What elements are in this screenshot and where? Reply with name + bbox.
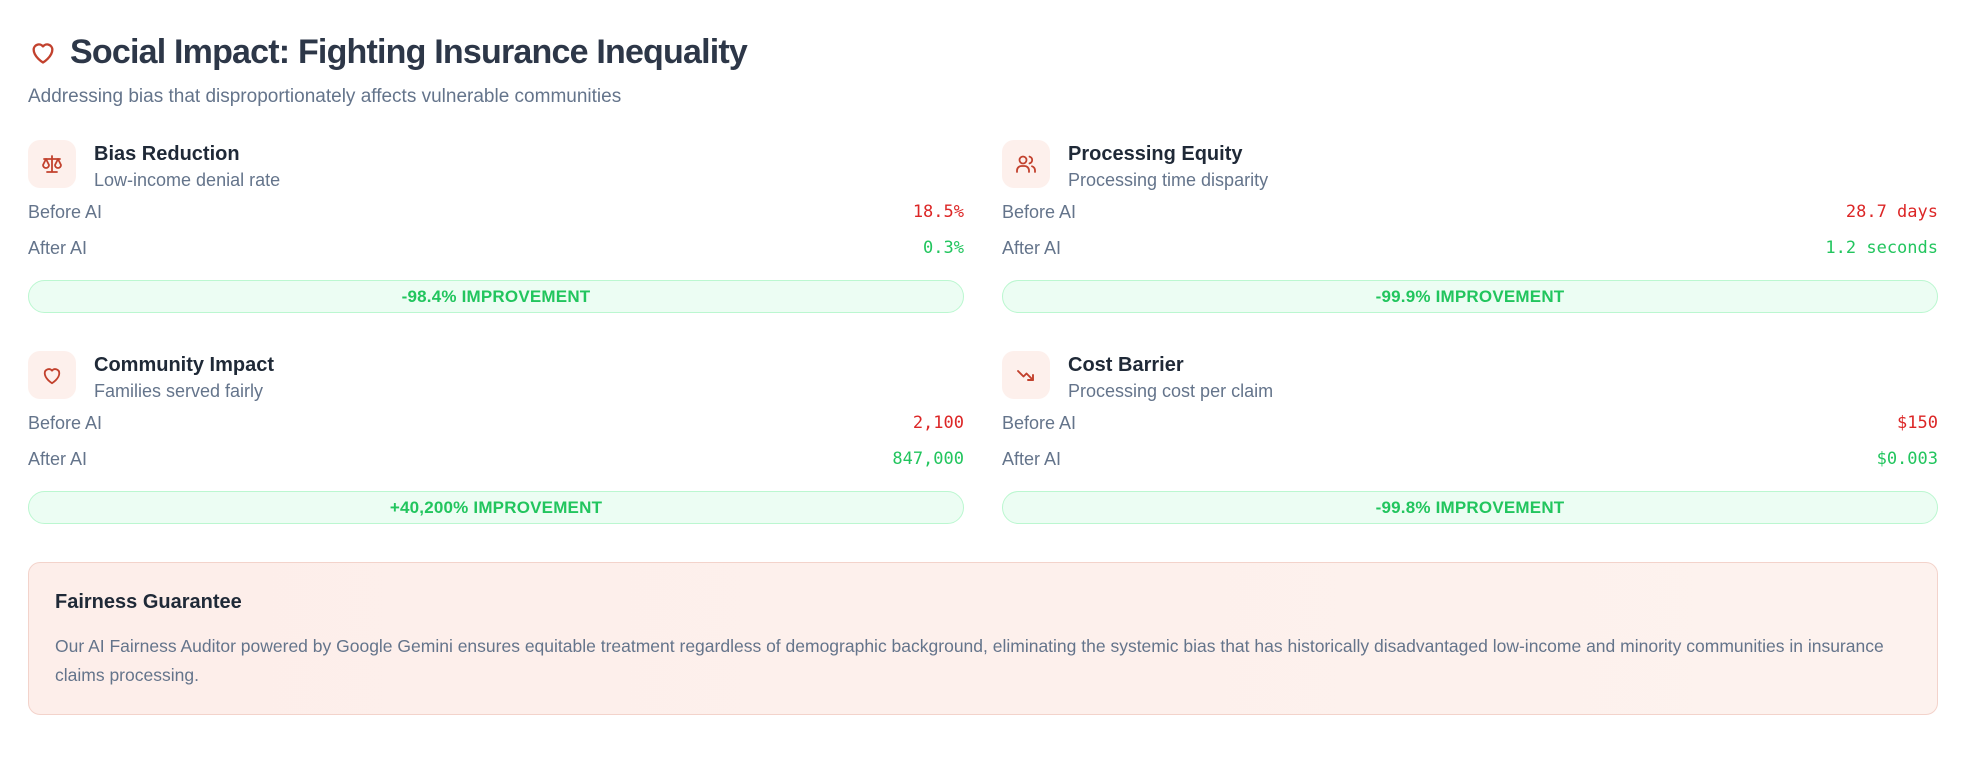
improvement-badge: -99.8% IMPROVEMENT xyxy=(1002,491,1938,524)
fairness-text: Our AI Fairness Auditor powered by Googl… xyxy=(55,636,1884,685)
after-label: After AI xyxy=(28,237,88,258)
after-row: After AI 1.2 seconds xyxy=(1002,230,1938,266)
before-value: 18.5% xyxy=(912,202,964,222)
before-label: Before AI xyxy=(28,201,103,222)
card-subtitle: Processing cost per claim xyxy=(1068,381,1274,401)
before-row: Before AI 28.7 days xyxy=(1002,194,1938,230)
metric-card-processing-equity: Processing Equity Processing time dispar… xyxy=(1002,140,1938,313)
fairness-title: Fairness Guarantee xyxy=(55,591,242,613)
after-value: $0.003 xyxy=(1876,449,1938,469)
card-subtitle: Families served fairly xyxy=(94,381,264,401)
card-title: Community Impact xyxy=(94,354,275,376)
after-row: After AI $0.003 xyxy=(1002,441,1938,477)
after-label: After AI xyxy=(1002,237,1062,258)
card-title: Processing Equity xyxy=(1068,143,1243,165)
trending-down-icon xyxy=(1002,351,1050,399)
before-value: 2,100 xyxy=(912,413,964,433)
metric-card-community-impact: Community Impact Families served fairly … xyxy=(28,351,964,524)
page-header: Social Impact: Fighting Insurance Inequa… xyxy=(28,30,1938,74)
metrics-grid: Bias Reduction Low-income denial rate Be… xyxy=(28,140,1938,524)
after-value: 847,000 xyxy=(892,449,964,469)
heart-icon xyxy=(28,351,76,399)
after-row: After AI 0.3% xyxy=(28,230,964,266)
page-title: Social Impact: Fighting Insurance Inequa… xyxy=(70,32,748,71)
before-label: Before AI xyxy=(28,412,103,433)
card-title: Bias Reduction xyxy=(94,143,240,165)
page-subtitle: Addressing bias that disproportionately … xyxy=(28,86,622,107)
users-icon xyxy=(1002,140,1050,188)
metric-card-cost-barrier: Cost Barrier Processing cost per claim B… xyxy=(1002,351,1938,524)
before-row: Before AI $150 xyxy=(1002,405,1938,441)
after-label: After AI xyxy=(28,448,88,469)
before-label: Before AI xyxy=(1002,201,1077,222)
social-impact-panel: Social Impact: Fighting Insurance Inequa… xyxy=(28,30,1938,715)
before-value: 28.7 days xyxy=(1845,202,1938,222)
after-value: 0.3% xyxy=(923,238,964,258)
heart-icon xyxy=(28,37,58,67)
before-row: Before AI 18.5% xyxy=(28,194,964,230)
after-label: After AI xyxy=(1002,448,1062,469)
card-title: Cost Barrier xyxy=(1068,354,1184,376)
after-value: 1.2 seconds xyxy=(1825,238,1938,258)
before-label: Before AI xyxy=(1002,412,1077,433)
before-row: Before AI 2,100 xyxy=(28,405,964,441)
fairness-guarantee-box: Fairness Guarantee Our AI Fairness Audit… xyxy=(28,562,1938,715)
scale-icon xyxy=(28,140,76,188)
improvement-badge: +40,200% IMPROVEMENT xyxy=(28,491,964,524)
after-row: After AI 847,000 xyxy=(28,441,964,477)
before-value: $150 xyxy=(1897,413,1938,433)
card-subtitle: Processing time disparity xyxy=(1068,170,1269,190)
card-subtitle: Low-income denial rate xyxy=(94,170,281,190)
improvement-badge: -98.4% IMPROVEMENT xyxy=(28,280,964,313)
metric-card-bias-reduction: Bias Reduction Low-income denial rate Be… xyxy=(28,140,964,313)
improvement-badge: -99.9% IMPROVEMENT xyxy=(1002,280,1938,313)
